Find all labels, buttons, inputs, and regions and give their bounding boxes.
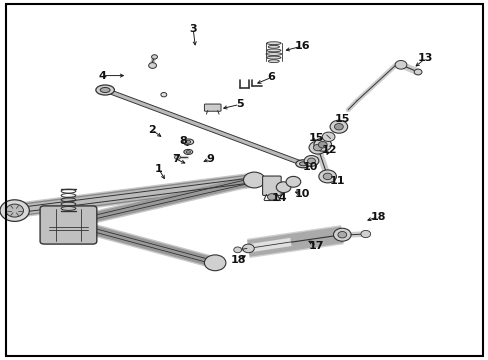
- Circle shape: [329, 120, 347, 133]
- Text: 11: 11: [329, 176, 345, 186]
- Ellipse shape: [185, 140, 190, 143]
- Circle shape: [2, 202, 27, 220]
- Text: 18: 18: [230, 255, 246, 265]
- Circle shape: [313, 144, 322, 151]
- Circle shape: [304, 156, 318, 166]
- Text: 3: 3: [189, 24, 197, 34]
- Circle shape: [285, 176, 300, 187]
- Text: 16: 16: [294, 41, 309, 51]
- Text: 15: 15: [308, 132, 324, 143]
- Circle shape: [0, 200, 29, 221]
- Ellipse shape: [268, 60, 279, 63]
- Circle shape: [233, 247, 241, 253]
- Text: 4: 4: [99, 71, 106, 81]
- Circle shape: [148, 63, 156, 68]
- Text: 17: 17: [308, 240, 324, 251]
- Ellipse shape: [185, 151, 190, 153]
- Ellipse shape: [100, 87, 110, 93]
- FancyBboxPatch shape: [204, 104, 221, 111]
- Ellipse shape: [266, 42, 281, 45]
- Text: 10: 10: [302, 162, 318, 172]
- Text: 8: 8: [179, 136, 187, 146]
- Circle shape: [334, 123, 343, 130]
- Text: 7: 7: [172, 154, 180, 164]
- Circle shape: [333, 228, 350, 241]
- Circle shape: [318, 141, 326, 148]
- Circle shape: [276, 182, 290, 193]
- Circle shape: [267, 194, 276, 200]
- Circle shape: [9, 206, 20, 215]
- Circle shape: [313, 138, 331, 151]
- Text: 13: 13: [417, 53, 432, 63]
- Circle shape: [204, 255, 225, 271]
- Ellipse shape: [183, 149, 192, 154]
- Circle shape: [323, 173, 331, 180]
- Circle shape: [413, 69, 421, 75]
- Ellipse shape: [266, 49, 280, 52]
- Text: 9: 9: [206, 154, 214, 164]
- Ellipse shape: [183, 139, 193, 145]
- Ellipse shape: [295, 160, 310, 168]
- Text: 2: 2: [147, 125, 155, 135]
- Text: 14: 14: [271, 193, 287, 203]
- Circle shape: [322, 132, 334, 141]
- Text: 10: 10: [294, 189, 309, 199]
- Circle shape: [242, 244, 254, 253]
- Circle shape: [307, 158, 315, 164]
- Circle shape: [161, 93, 166, 97]
- Text: 5: 5: [235, 99, 243, 109]
- Ellipse shape: [299, 162, 306, 166]
- Circle shape: [151, 55, 157, 59]
- Circle shape: [243, 172, 264, 188]
- Ellipse shape: [96, 85, 114, 95]
- Text: 1: 1: [155, 164, 163, 174]
- Circle shape: [6, 204, 23, 217]
- Circle shape: [337, 231, 346, 238]
- Circle shape: [308, 141, 326, 154]
- Text: 12: 12: [321, 145, 336, 156]
- FancyBboxPatch shape: [40, 206, 97, 244]
- Circle shape: [174, 155, 180, 159]
- Circle shape: [394, 60, 406, 69]
- Circle shape: [360, 230, 370, 238]
- Ellipse shape: [266, 56, 281, 59]
- Circle shape: [318, 170, 336, 183]
- Ellipse shape: [268, 45, 279, 48]
- Text: 15: 15: [334, 114, 349, 124]
- FancyBboxPatch shape: [262, 176, 281, 195]
- Ellipse shape: [265, 53, 281, 55]
- Text: 6: 6: [267, 72, 275, 82]
- Text: 18: 18: [369, 212, 385, 222]
